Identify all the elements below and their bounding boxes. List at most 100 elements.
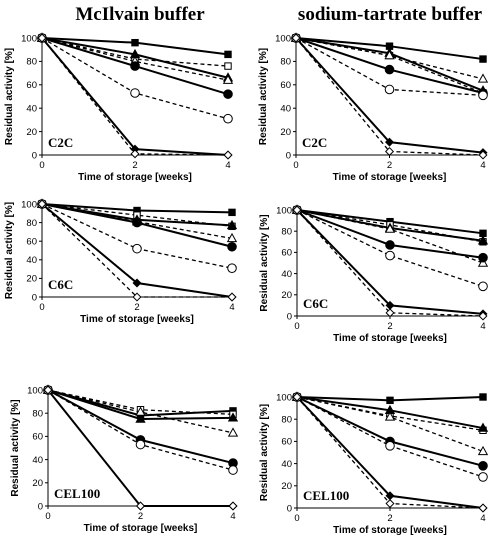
marker-diamond — [132, 278, 142, 288]
y-tick-label: 40 — [281, 459, 292, 470]
y-tick-label: 60 — [280, 80, 291, 91]
marker-diamond — [228, 501, 238, 511]
x-axis-title: Time of storage [weeks] — [333, 525, 447, 536]
y-tick-label: 80 — [281, 227, 292, 238]
x-tick-label: 2 — [387, 321, 392, 332]
chart-panel-1: 0 20 40 60 80 100 0 2 4 Time of storage [weeks] Re… — [258, 32, 489, 183]
marker-circle — [384, 84, 395, 95]
marker-diamond — [384, 146, 395, 156]
marker-triangle — [135, 413, 146, 423]
series-line-diamond-open — [41, 203, 232, 298]
x-tick-label: 2 — [134, 302, 139, 313]
marker-square — [228, 208, 236, 217]
y-tick-label: 40 — [26, 255, 37, 266]
y-tick-label: 0 — [32, 292, 37, 303]
chart-panel-3: 0 20 40 60 80 100 0 2 4 Time of storage [weeks] Re… — [259, 204, 489, 344]
x-tick-label: 4 — [225, 160, 230, 171]
x-tick-label: 4 — [480, 321, 485, 332]
y-tick-label: 20 — [280, 127, 291, 138]
marker-diamond — [223, 150, 233, 160]
x-tick-label: 4 — [229, 302, 234, 313]
y-axis-title: Residual activity [%] — [10, 399, 21, 496]
marker-square — [131, 38, 139, 47]
marker-square — [224, 62, 232, 70]
marker-circle — [385, 441, 395, 451]
y-tick-label: 0 — [38, 501, 43, 512]
y-tick-label: 100 — [21, 199, 37, 210]
chart-panel-4: 0 20 40 60 80 100 0 2 4 Time of storage [weeks] Re… — [10, 384, 239, 534]
marker-triangle — [135, 406, 146, 416]
y-tick-label: 20 — [32, 478, 43, 489]
series-line-triangle-open — [295, 37, 484, 80]
x-tick-label: 0 — [294, 321, 299, 332]
marker-triangle — [227, 412, 239, 422]
y-tick-label: 20 — [281, 481, 292, 492]
marker-triangle — [477, 235, 489, 245]
y-tick-label: 80 — [280, 57, 291, 68]
x-tick-label: 2 — [132, 160, 137, 171]
marker-diamond — [291, 33, 301, 43]
panel-label: C2C — [302, 135, 327, 150]
chart-panel-5: 0 20 40 60 80 100 0 2 4 Time of storage [weeks] Re… — [259, 391, 489, 536]
x-axis-title: Time of storage [weeks] — [80, 314, 194, 325]
marker-circle — [384, 64, 395, 75]
series-line-square-open — [41, 203, 233, 227]
y-tick-label: 40 — [280, 104, 291, 115]
marker-circle — [478, 472, 488, 482]
marker-diamond — [385, 308, 395, 318]
x-tick-label: 4 — [480, 160, 485, 171]
y-tick-label: 80 — [32, 409, 43, 420]
column-title-mcilvain: McIlvain buffer — [75, 4, 205, 25]
marker-square — [386, 396, 394, 405]
marker-diamond — [478, 150, 488, 160]
x-tick-label: 2 — [387, 160, 392, 171]
marker-diamond — [384, 137, 395, 147]
x-axis-title: Time of storage [weeks] — [333, 172, 447, 183]
marker-circle — [130, 61, 140, 71]
y-tick-label: 100 — [21, 33, 37, 44]
x-tick-label: 0 — [293, 160, 298, 171]
marker-circle — [478, 461, 488, 471]
marker-circle — [385, 240, 395, 250]
y-axis-title: Residual activity [%] — [4, 48, 15, 145]
y-tick-label: 20 — [281, 290, 292, 301]
x-tick-label: 4 — [480, 513, 485, 524]
x-axis-title: Time of storage [weeks] — [333, 333, 447, 344]
marker-circle — [132, 217, 142, 228]
marker-diamond — [132, 292, 142, 302]
y-tick-label: 0 — [287, 503, 292, 514]
marker-triangle — [477, 73, 489, 83]
series-line-circle-open — [47, 389, 234, 471]
marker-circle — [223, 113, 233, 124]
marker-circle — [132, 243, 142, 254]
marker-diamond — [478, 503, 488, 513]
marker-square — [479, 393, 487, 401]
series-line-circle-open — [296, 209, 484, 287]
marker-triangle — [226, 232, 238, 243]
series-line-circle-open — [41, 203, 233, 269]
y-tick-label: 80 — [26, 57, 37, 68]
y-tick-label: 60 — [281, 437, 292, 448]
marker-circle — [478, 252, 488, 263]
series-line-triangle-open — [47, 389, 234, 434]
marker-circle — [385, 250, 395, 261]
marker-circle — [228, 465, 238, 475]
y-tick-label: 100 — [27, 385, 43, 396]
y-tick-label: 20 — [26, 274, 37, 285]
y-tick-label: 20 — [26, 127, 37, 138]
panel-label: C6C — [303, 296, 328, 311]
x-tick-label: 0 — [39, 160, 44, 171]
y-axis-title: Residual activity [%] — [259, 404, 270, 501]
panel-label: CEL100 — [54, 486, 100, 501]
y-tick-label: 60 — [281, 248, 292, 259]
y-tick-label: 40 — [32, 455, 43, 466]
x-tick-label: 2 — [138, 511, 143, 522]
panel-label: C6C — [48, 277, 73, 292]
marker-diamond — [227, 292, 237, 302]
y-tick-label: 0 — [32, 150, 37, 161]
marker-square — [224, 50, 232, 59]
marker-diamond — [478, 311, 488, 321]
chart-panel-2: 0 20 40 60 80 100 0 2 4 Time of storage [weeks] Re… — [4, 198, 238, 325]
y-axis-title: Residual activity [%] — [4, 202, 15, 299]
